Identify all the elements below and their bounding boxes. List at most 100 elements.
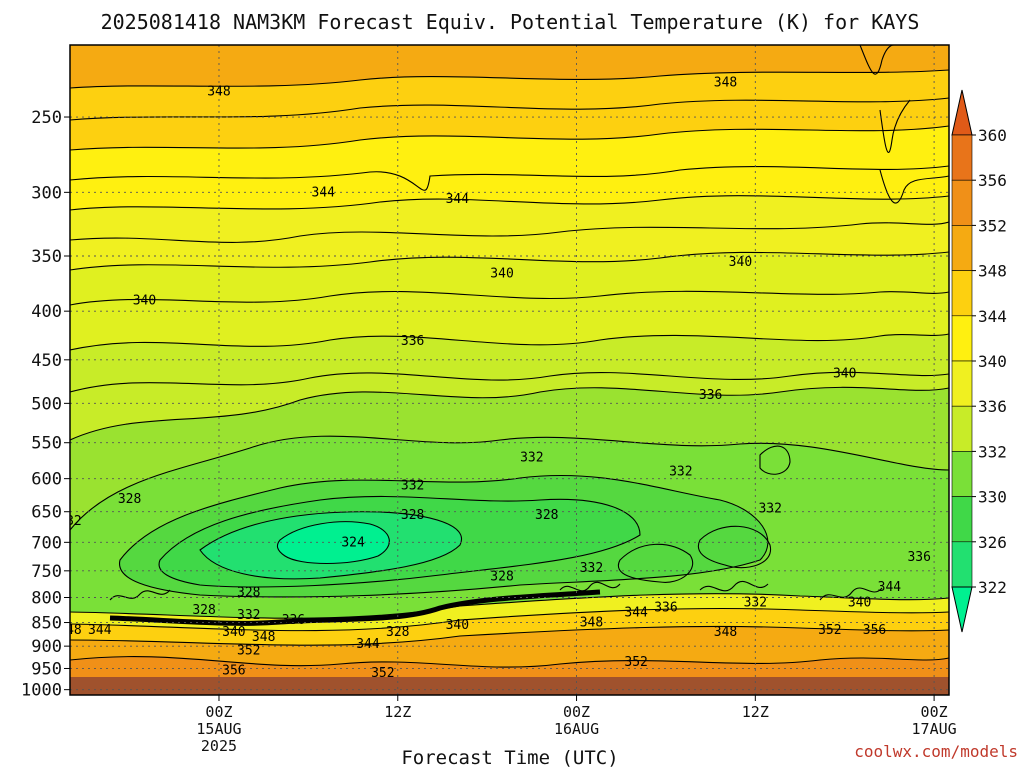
contour-label: 340 — [729, 255, 752, 270]
colorbar-top-arrow — [951, 89, 973, 136]
contour-label: 340 — [833, 366, 856, 381]
x-tick-label: 2025 — [201, 737, 237, 755]
colorbar-segment — [951, 496, 973, 543]
colorbar: 360 356 352 348 344 340 336 332 330 326 322 — [951, 89, 1007, 633]
contour-348-upper — [70, 69, 949, 89]
below-ground — [70, 677, 949, 695]
colorbar-segment — [951, 134, 973, 181]
y-tick-label: 950 — [31, 659, 62, 679]
contour-label: 340 — [848, 596, 871, 611]
contour-label: 344 — [356, 637, 380, 652]
colorbar-segment — [951, 405, 973, 452]
contour-342 — [70, 165, 949, 191]
contour-label: 344 — [624, 606, 648, 621]
contour-label: 352 — [371, 666, 394, 681]
colorbar-segment — [951, 179, 973, 226]
contour-label: 336 — [907, 550, 930, 565]
colorbar-label: 360 — [978, 126, 1007, 145]
credit-text: coolwx.com/models — [854, 742, 1018, 761]
contour-label: 336 — [282, 613, 305, 628]
contour-336b — [70, 371, 949, 393]
y-tick-label: 650 — [31, 503, 62, 523]
contour-label: 332 — [58, 514, 81, 529]
contour-label: 328 — [535, 508, 558, 523]
contour-340 — [70, 195, 949, 211]
colorbar-label: 348 — [978, 262, 1007, 281]
y-tick-label: 850 — [31, 614, 62, 634]
contour-324 — [276, 521, 390, 565]
contour-330 — [119, 474, 769, 598]
contour-label: 348 — [207, 84, 230, 99]
contour-inversion-1 — [70, 593, 949, 619]
contour-label: 328 — [118, 492, 141, 507]
band-324 — [277, 521, 390, 564]
contour-352-low — [70, 625, 949, 646]
contour-label: 332 — [669, 465, 692, 480]
contour-label: 352 — [624, 655, 647, 670]
contour-label: 336 — [654, 601, 677, 616]
contour-label: 340 — [222, 625, 245, 640]
contour-label: 356 — [222, 664, 245, 679]
contour-356-low — [70, 656, 949, 668]
contour-340b — [70, 221, 949, 243]
contour-label: 348 — [252, 630, 275, 645]
contour-label: 344 — [446, 192, 470, 207]
contour-spike-upper — [859, 45, 911, 153]
contour-label: 348 — [714, 625, 737, 640]
colorbar-segment — [951, 451, 973, 497]
colorbar-bottom-arrow — [951, 586, 973, 633]
plot-frame — [69, 44, 950, 696]
contour-label: 332 — [758, 502, 781, 517]
y-tick-label: 450 — [31, 351, 62, 371]
contour-label: 332 — [580, 561, 603, 576]
inversion-thick-line — [109, 589, 601, 626]
inversion-band — [109, 589, 601, 626]
contour-336 — [70, 333, 949, 351]
contour-label: 348 — [714, 76, 737, 91]
contour-label: 340 — [490, 266, 513, 281]
y-tick-label: 900 — [31, 637, 62, 657]
contour-label: 344 — [878, 580, 902, 595]
y-tick-label: 800 — [31, 588, 62, 608]
contour-326 — [199, 511, 463, 580]
x-tick-label: 00Z — [563, 703, 590, 721]
contour-labels: 348 348 344 344 340 340 340 340 336 336 332 332 332 3… — [58, 76, 931, 681]
contour-label: 332 — [520, 450, 543, 465]
colorbar-segment — [951, 225, 973, 271]
x-tick-label: 00Z — [921, 703, 948, 721]
colorbar-label: 336 — [978, 397, 1007, 416]
contour-332-loops — [617, 445, 791, 583]
x-tick-label: 17AUG — [912, 720, 957, 738]
colorbar-label: 344 — [978, 307, 1007, 326]
contour-wiggles — [109, 580, 883, 601]
y-tick-label: 700 — [31, 533, 62, 553]
colorbar-segment — [951, 360, 973, 407]
x-tick-label: 15AUG — [196, 720, 241, 738]
y-tick-label: 500 — [31, 394, 62, 414]
colorbar-label: 330 — [978, 488, 1007, 507]
y-tick-label: 300 — [31, 183, 62, 203]
contour-label: 344 — [88, 623, 112, 638]
contour-ridge — [879, 169, 949, 204]
contour-label: 332 — [237, 608, 260, 623]
y-tick-label: 600 — [31, 470, 62, 490]
y-tick-label: 400 — [31, 302, 62, 322]
contour-label: 344 — [312, 185, 336, 200]
y-axis: 250 300 350 400 450 500 550 600 650 700 750 800 850 9… — [21, 108, 70, 701]
y-tick-label: 550 — [31, 434, 62, 454]
x-tick-label: 12Z — [742, 703, 769, 721]
contour-label: 328 — [386, 625, 409, 640]
contour-label: 332 — [744, 596, 767, 611]
contour-label: 340 — [446, 618, 469, 633]
colorbar-label: 326 — [978, 533, 1007, 552]
colorbar-segment — [951, 315, 973, 362]
colorbar-label: 322 — [978, 578, 1007, 597]
contour-label: 328 — [490, 569, 513, 584]
contour-label: 356 — [863, 623, 886, 638]
contour-label: 328 — [237, 585, 260, 600]
colorbar-label: 340 — [978, 352, 1007, 371]
y-tick-label: 250 — [31, 108, 62, 128]
contour-label: 348 — [580, 616, 603, 631]
contour-label: 324 — [341, 535, 365, 550]
colorbar-label: 356 — [978, 171, 1007, 190]
